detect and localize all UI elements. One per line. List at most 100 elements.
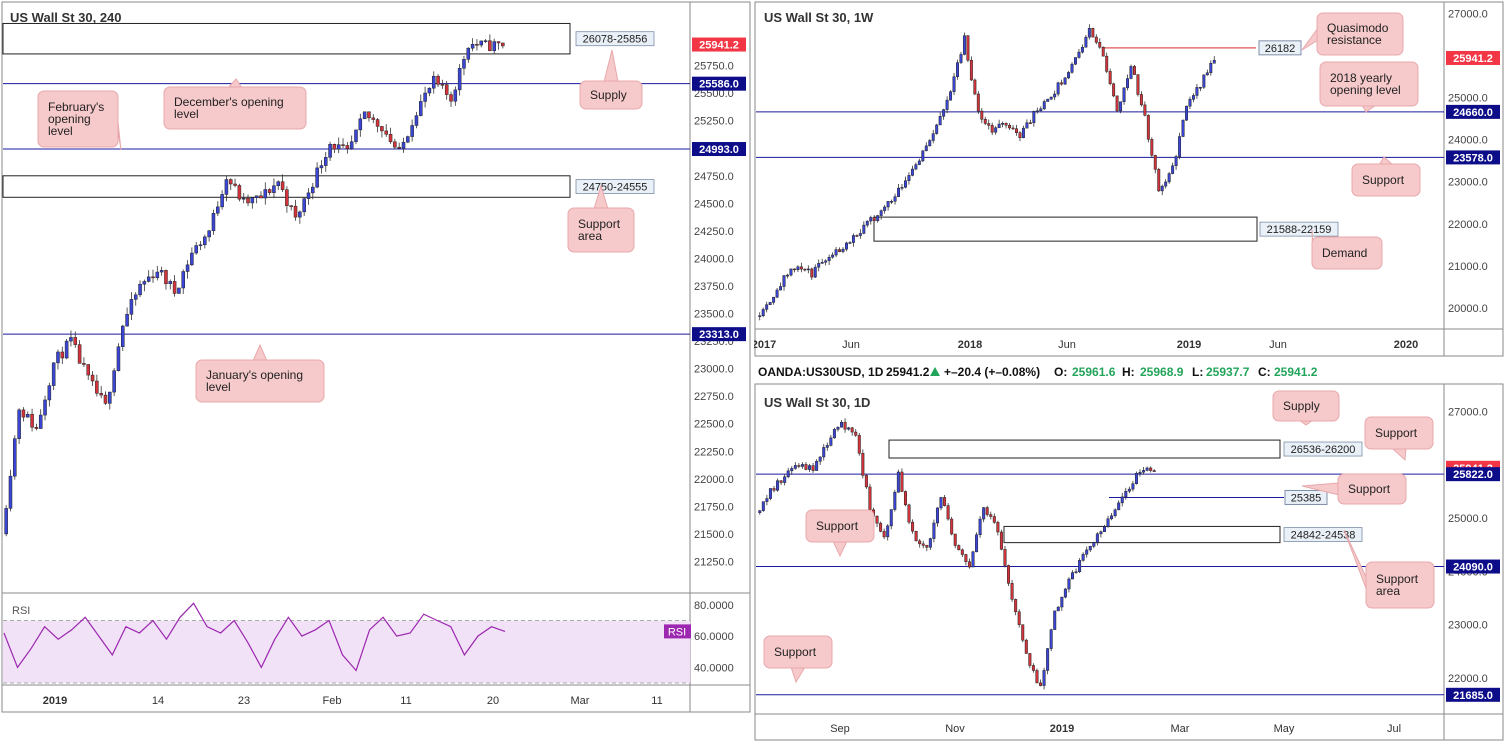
candle-body xyxy=(1056,82,1060,95)
h4-candle xyxy=(38,409,43,429)
candle-body xyxy=(224,179,229,195)
candle-body xyxy=(207,230,211,238)
h4-candle xyxy=(95,374,99,397)
candle-body xyxy=(77,344,82,364)
candle-body xyxy=(952,76,956,92)
candle-body xyxy=(921,543,925,546)
candle-body xyxy=(367,111,371,119)
header-text: O: xyxy=(1054,365,1067,379)
w-candle xyxy=(1101,46,1105,57)
zone-label: 26536-26200 xyxy=(1291,444,1356,456)
resistance-label-box xyxy=(1258,40,1302,56)
candle-body xyxy=(834,249,838,256)
candle-body xyxy=(298,211,302,218)
candle-body xyxy=(966,35,970,61)
w-candle xyxy=(886,200,890,211)
h4-candle xyxy=(431,71,436,94)
d-candle xyxy=(797,463,801,469)
x-tick-label: 2018 xyxy=(958,339,982,351)
d-candle xyxy=(999,529,1003,551)
header-text: H: xyxy=(1122,365,1135,379)
candle-body xyxy=(1087,28,1091,38)
candle-body xyxy=(159,270,164,273)
x-tick-label: 23 xyxy=(238,695,250,707)
callout-box xyxy=(163,86,307,130)
x-tick-label: 14 xyxy=(152,695,164,707)
candle-body xyxy=(488,40,492,51)
callout-text: opening level xyxy=(1330,83,1401,97)
h4-candle xyxy=(159,266,164,276)
d-candle xyxy=(907,503,911,525)
candle-body xyxy=(95,380,99,394)
candle-body xyxy=(815,460,819,471)
d-candle xyxy=(765,494,769,506)
d-candle xyxy=(1031,663,1035,673)
zone-label: 24750-24555 xyxy=(583,182,648,194)
candle-body xyxy=(203,236,207,246)
callout-text: resistance xyxy=(1327,33,1382,47)
d-candle xyxy=(832,427,836,439)
d-candle xyxy=(1134,471,1138,485)
candle-body xyxy=(886,201,890,208)
w-candle xyxy=(775,288,779,299)
candle-body xyxy=(228,179,233,185)
d-candle xyxy=(1127,486,1131,494)
h4-candle xyxy=(449,91,453,108)
candle-body xyxy=(983,118,987,124)
w-candle xyxy=(1198,86,1202,92)
h4-candle xyxy=(112,368,116,397)
rsi-tag xyxy=(664,624,691,639)
candle-body xyxy=(976,93,980,112)
y-tick-label: 25000.0 xyxy=(1448,513,1488,525)
callout-box xyxy=(1272,390,1340,422)
h4-candle xyxy=(306,188,311,205)
w-candle xyxy=(910,165,914,177)
callout-text: level xyxy=(174,107,199,121)
chart-title: US Wall St 30, 240 xyxy=(10,10,122,25)
x-tick-label: May xyxy=(1274,723,1295,735)
candle-body xyxy=(959,54,963,63)
candle-body xyxy=(194,245,198,254)
candle-body xyxy=(453,89,458,102)
candle-body xyxy=(1212,59,1216,64)
d-candle xyxy=(1053,610,1057,630)
candle-body xyxy=(858,233,862,236)
candle-body xyxy=(246,197,250,204)
h4-candle xyxy=(237,183,242,202)
candle-body xyxy=(1042,670,1046,686)
d-candle xyxy=(928,537,932,550)
candle-body xyxy=(138,283,142,296)
candle-body xyxy=(462,59,466,69)
candle-body xyxy=(38,414,43,429)
candle-body xyxy=(997,123,1001,129)
w-candle xyxy=(976,91,980,114)
candle-body xyxy=(1074,57,1077,65)
h4-candle xyxy=(142,279,147,292)
h4-candle xyxy=(51,362,56,391)
callout-demand: Demand xyxy=(1311,229,1383,270)
candle-body xyxy=(1035,670,1039,684)
candle-body xyxy=(861,453,865,476)
callout-text: Support xyxy=(1375,426,1418,440)
candle-body xyxy=(973,79,977,95)
y-tick-label: 25250.0 xyxy=(694,116,734,128)
w-candle xyxy=(879,209,883,220)
d-candle xyxy=(1035,668,1039,684)
candle-body xyxy=(935,507,939,524)
w-candle xyxy=(952,72,956,96)
candle-body xyxy=(51,362,56,386)
w-candle xyxy=(1084,34,1088,48)
candle-body xyxy=(1198,87,1202,89)
h4-candle xyxy=(436,74,440,88)
callout-text: Supply xyxy=(1283,399,1320,413)
d-candle xyxy=(1081,552,1085,562)
callout-text: area xyxy=(578,229,602,243)
d-candle xyxy=(825,442,829,451)
y-tick-label: 22000.0 xyxy=(694,474,734,486)
x-tick-label: 2019 xyxy=(1177,339,1201,351)
w-candle xyxy=(834,246,838,258)
d-candle xyxy=(896,469,900,493)
candle-body xyxy=(8,475,13,509)
candle-body xyxy=(1081,554,1085,561)
